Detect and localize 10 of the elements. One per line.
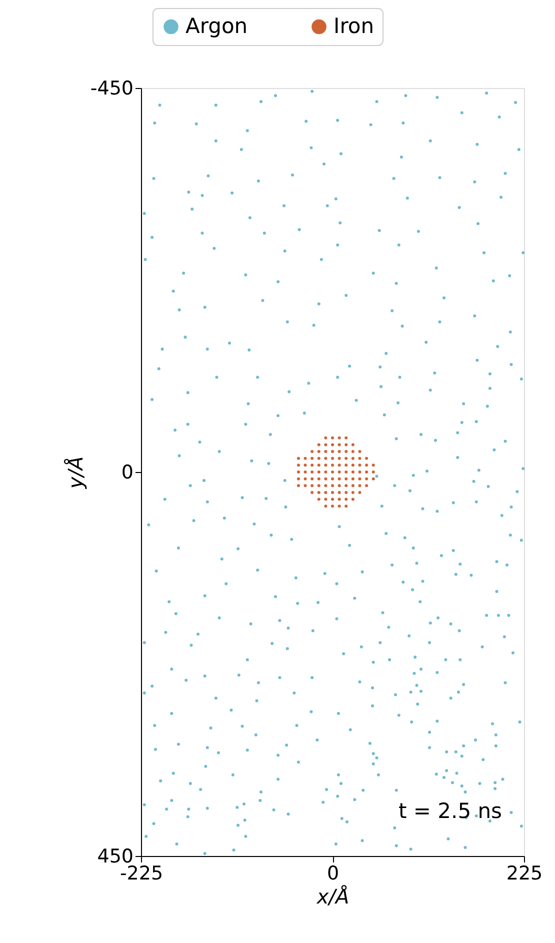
annotation: t = 2.5 ns <box>398 799 502 823</box>
legend-label: Argon <box>186 14 248 38</box>
y-tick-label: 0 <box>121 462 134 484</box>
x-tick-label: 225 <box>506 862 543 884</box>
y-tick-label: -450 <box>90 78 134 100</box>
y-axis-title: y/Å <box>63 456 88 490</box>
x-tick-label: -225 <box>120 862 164 884</box>
legend-label: Iron <box>334 14 374 38</box>
x-tick-label: 0 <box>326 862 340 884</box>
x-axis-title: x/Å <box>316 884 350 908</box>
